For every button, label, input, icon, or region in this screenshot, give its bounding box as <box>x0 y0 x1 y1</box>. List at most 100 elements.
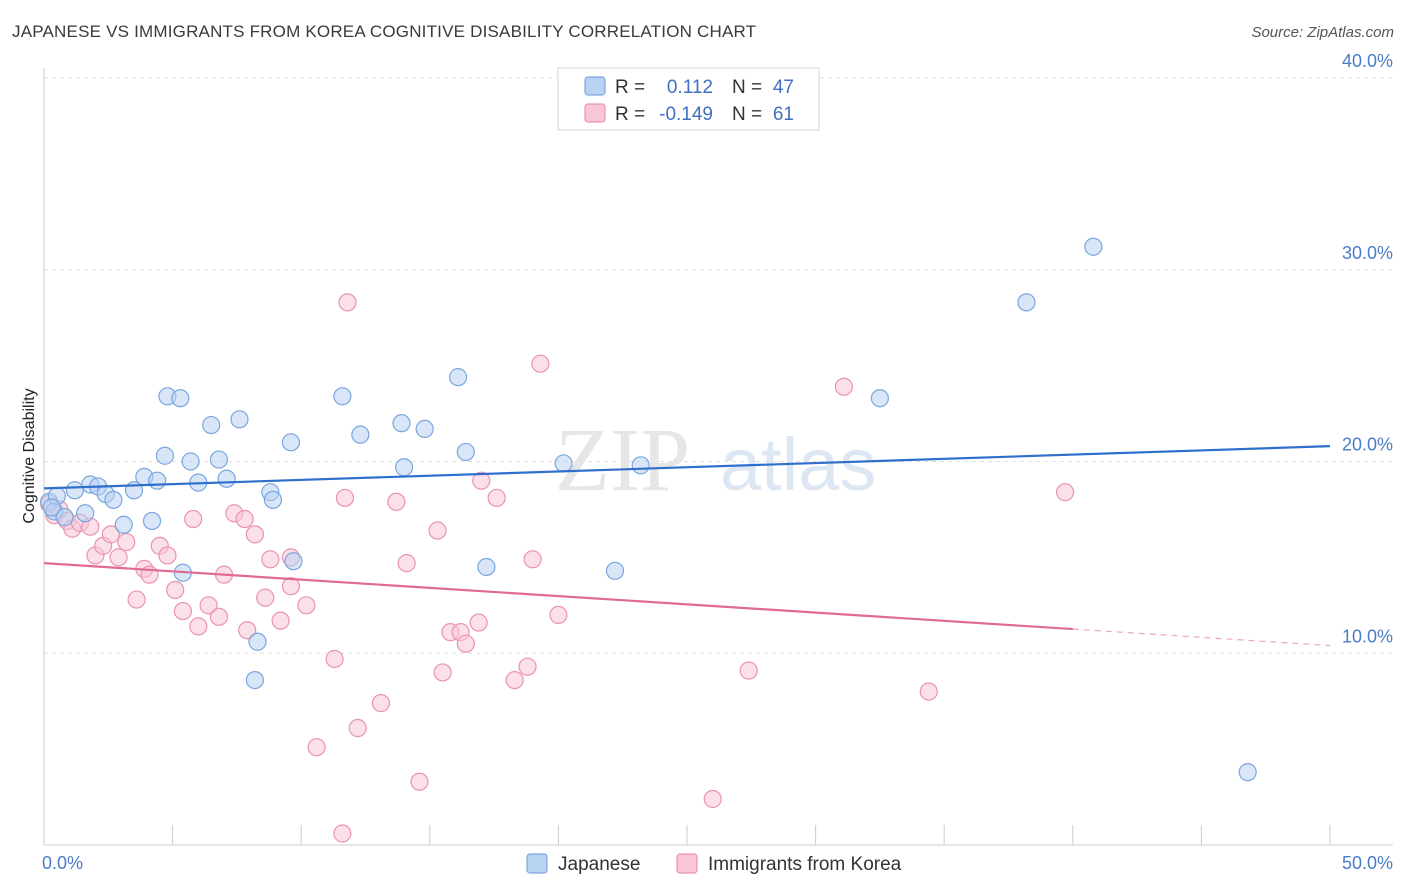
stats-n-value-korea: 61 <box>773 104 794 125</box>
point-korea-38 <box>335 488 355 508</box>
point-japanese-10 <box>114 515 133 534</box>
point-japanese-25 <box>245 670 265 690</box>
point-korea-57 <box>703 789 722 809</box>
point-korea-27 <box>245 525 265 544</box>
point-korea-21 <box>199 596 218 615</box>
y-tick-labels: 10.0% 20.0% 30.0% 40.0% <box>1342 51 1393 646</box>
point-korea-36 <box>333 824 352 843</box>
point-korea-17 <box>166 580 185 600</box>
point-japanese-17 <box>171 389 190 408</box>
point-japanese-32 <box>351 425 370 444</box>
point-japanese-15 <box>155 446 174 465</box>
y-tick-label-3: 40.0% <box>1342 51 1393 71</box>
y-tick-label-2: 30.0% <box>1342 243 1393 263</box>
point-korea-44 <box>428 521 447 540</box>
point-japanese-9 <box>104 490 123 509</box>
trend-line-korea-dashed <box>1072 628 1331 647</box>
point-japanese-21 <box>202 415 221 435</box>
stats-swatch-korea <box>584 103 606 123</box>
point-korea-51 <box>487 488 506 508</box>
point-korea-40 <box>371 694 391 713</box>
point-korea-50 <box>472 471 491 490</box>
point-japanese-14 <box>148 471 167 490</box>
point-korea-11 <box>117 532 136 552</box>
point-japanese-13 <box>142 511 162 531</box>
point-japanese-42 <box>870 389 890 408</box>
point-japanese-26 <box>248 632 267 651</box>
y-tick-label-1: 20.0% <box>1342 435 1393 455</box>
bottom-legend: Japanese Immigrants from Korea <box>526 853 902 875</box>
point-japanese-34 <box>394 458 414 477</box>
point-korea-19 <box>184 509 203 529</box>
point-japanese-43 <box>1017 293 1036 312</box>
point-japanese-23 <box>217 469 236 488</box>
trend-lines <box>43 445 1331 647</box>
stats-r-value-japanese: 0.112 <box>667 77 713 98</box>
stats-n-value-japanese: 47 <box>773 77 794 98</box>
x-tick-label-min: 0.0% <box>42 853 83 873</box>
point-korea-58 <box>739 661 758 680</box>
point-japanese-36 <box>448 368 468 387</box>
point-korea-43 <box>410 772 429 791</box>
korea-points <box>40 293 1075 843</box>
point-japanese-19 <box>181 452 200 471</box>
point-japanese-35 <box>415 419 434 439</box>
point-korea-12 <box>127 590 146 609</box>
point-korea-34 <box>307 738 326 757</box>
point-korea-49 <box>469 613 488 632</box>
point-japanese-3 <box>55 508 74 527</box>
point-korea-18 <box>173 601 192 621</box>
point-japanese-37 <box>456 442 475 462</box>
point-japanese-30 <box>284 552 303 571</box>
point-japanese-45 <box>1238 763 1257 782</box>
stats-n-label-japanese: N = <box>732 77 762 98</box>
trend-line-japanese <box>43 445 1331 490</box>
point-korea-22 <box>209 607 228 626</box>
point-japanese-40 <box>605 561 625 580</box>
point-korea-33 <box>297 596 316 615</box>
japanese-points <box>40 237 1257 782</box>
point-korea-54 <box>523 550 542 569</box>
stats-legend: R = 0.112 N = 47 R = -0.149 N = 61 <box>557 67 820 131</box>
source-credit: Source: ZipAtlas.com <box>1251 24 1394 41</box>
point-japanese-4 <box>65 481 84 500</box>
grid-lines <box>44 77 1393 654</box>
stats-r-label-korea: R = <box>615 104 645 125</box>
point-japanese-22 <box>209 450 228 469</box>
point-korea-25 <box>235 509 254 529</box>
legend-label-korea: Immigrants from Korea <box>708 854 902 875</box>
point-korea-55 <box>531 354 550 373</box>
point-korea-60 <box>919 682 938 701</box>
point-japanese-41 <box>631 456 650 475</box>
point-korea-30 <box>271 611 290 630</box>
watermark-zip: ZIP <box>555 411 690 510</box>
stats-swatch-japanese <box>584 76 606 96</box>
watermark: ZIP atlas <box>555 411 876 510</box>
point-korea-37 <box>338 293 357 312</box>
point-korea-41 <box>387 492 406 511</box>
x-tick-label-max: 50.0% <box>1342 853 1393 873</box>
point-korea-42 <box>397 554 416 573</box>
point-japanese-38 <box>477 557 496 577</box>
point-korea-61 <box>1055 483 1075 502</box>
chart-title: JAPANESE VS IMMIGRANTS FROM KOREA COGNIT… <box>12 22 757 41</box>
point-korea-16 <box>158 546 177 565</box>
point-korea-53 <box>518 657 537 676</box>
stats-r-label-japanese: R = <box>615 77 645 98</box>
point-korea-59 <box>834 377 853 396</box>
point-japanese-33 <box>392 414 411 433</box>
y-tick-label-0: 10.0% <box>1342 626 1393 646</box>
legend-swatch-japanese <box>526 853 548 874</box>
stats-n-label-korea: N = <box>732 104 762 125</box>
point-korea-29 <box>261 550 280 569</box>
point-korea-48 <box>456 634 475 653</box>
point-korea-45 <box>433 663 452 682</box>
y-axis-label: Cognitive Disability <box>21 388 38 523</box>
point-japanese-39 <box>554 454 573 473</box>
point-korea-10 <box>109 548 128 567</box>
point-korea-28 <box>256 588 275 607</box>
point-korea-52 <box>505 670 524 690</box>
point-japanese-31 <box>333 387 352 406</box>
point-korea-56 <box>549 605 568 625</box>
